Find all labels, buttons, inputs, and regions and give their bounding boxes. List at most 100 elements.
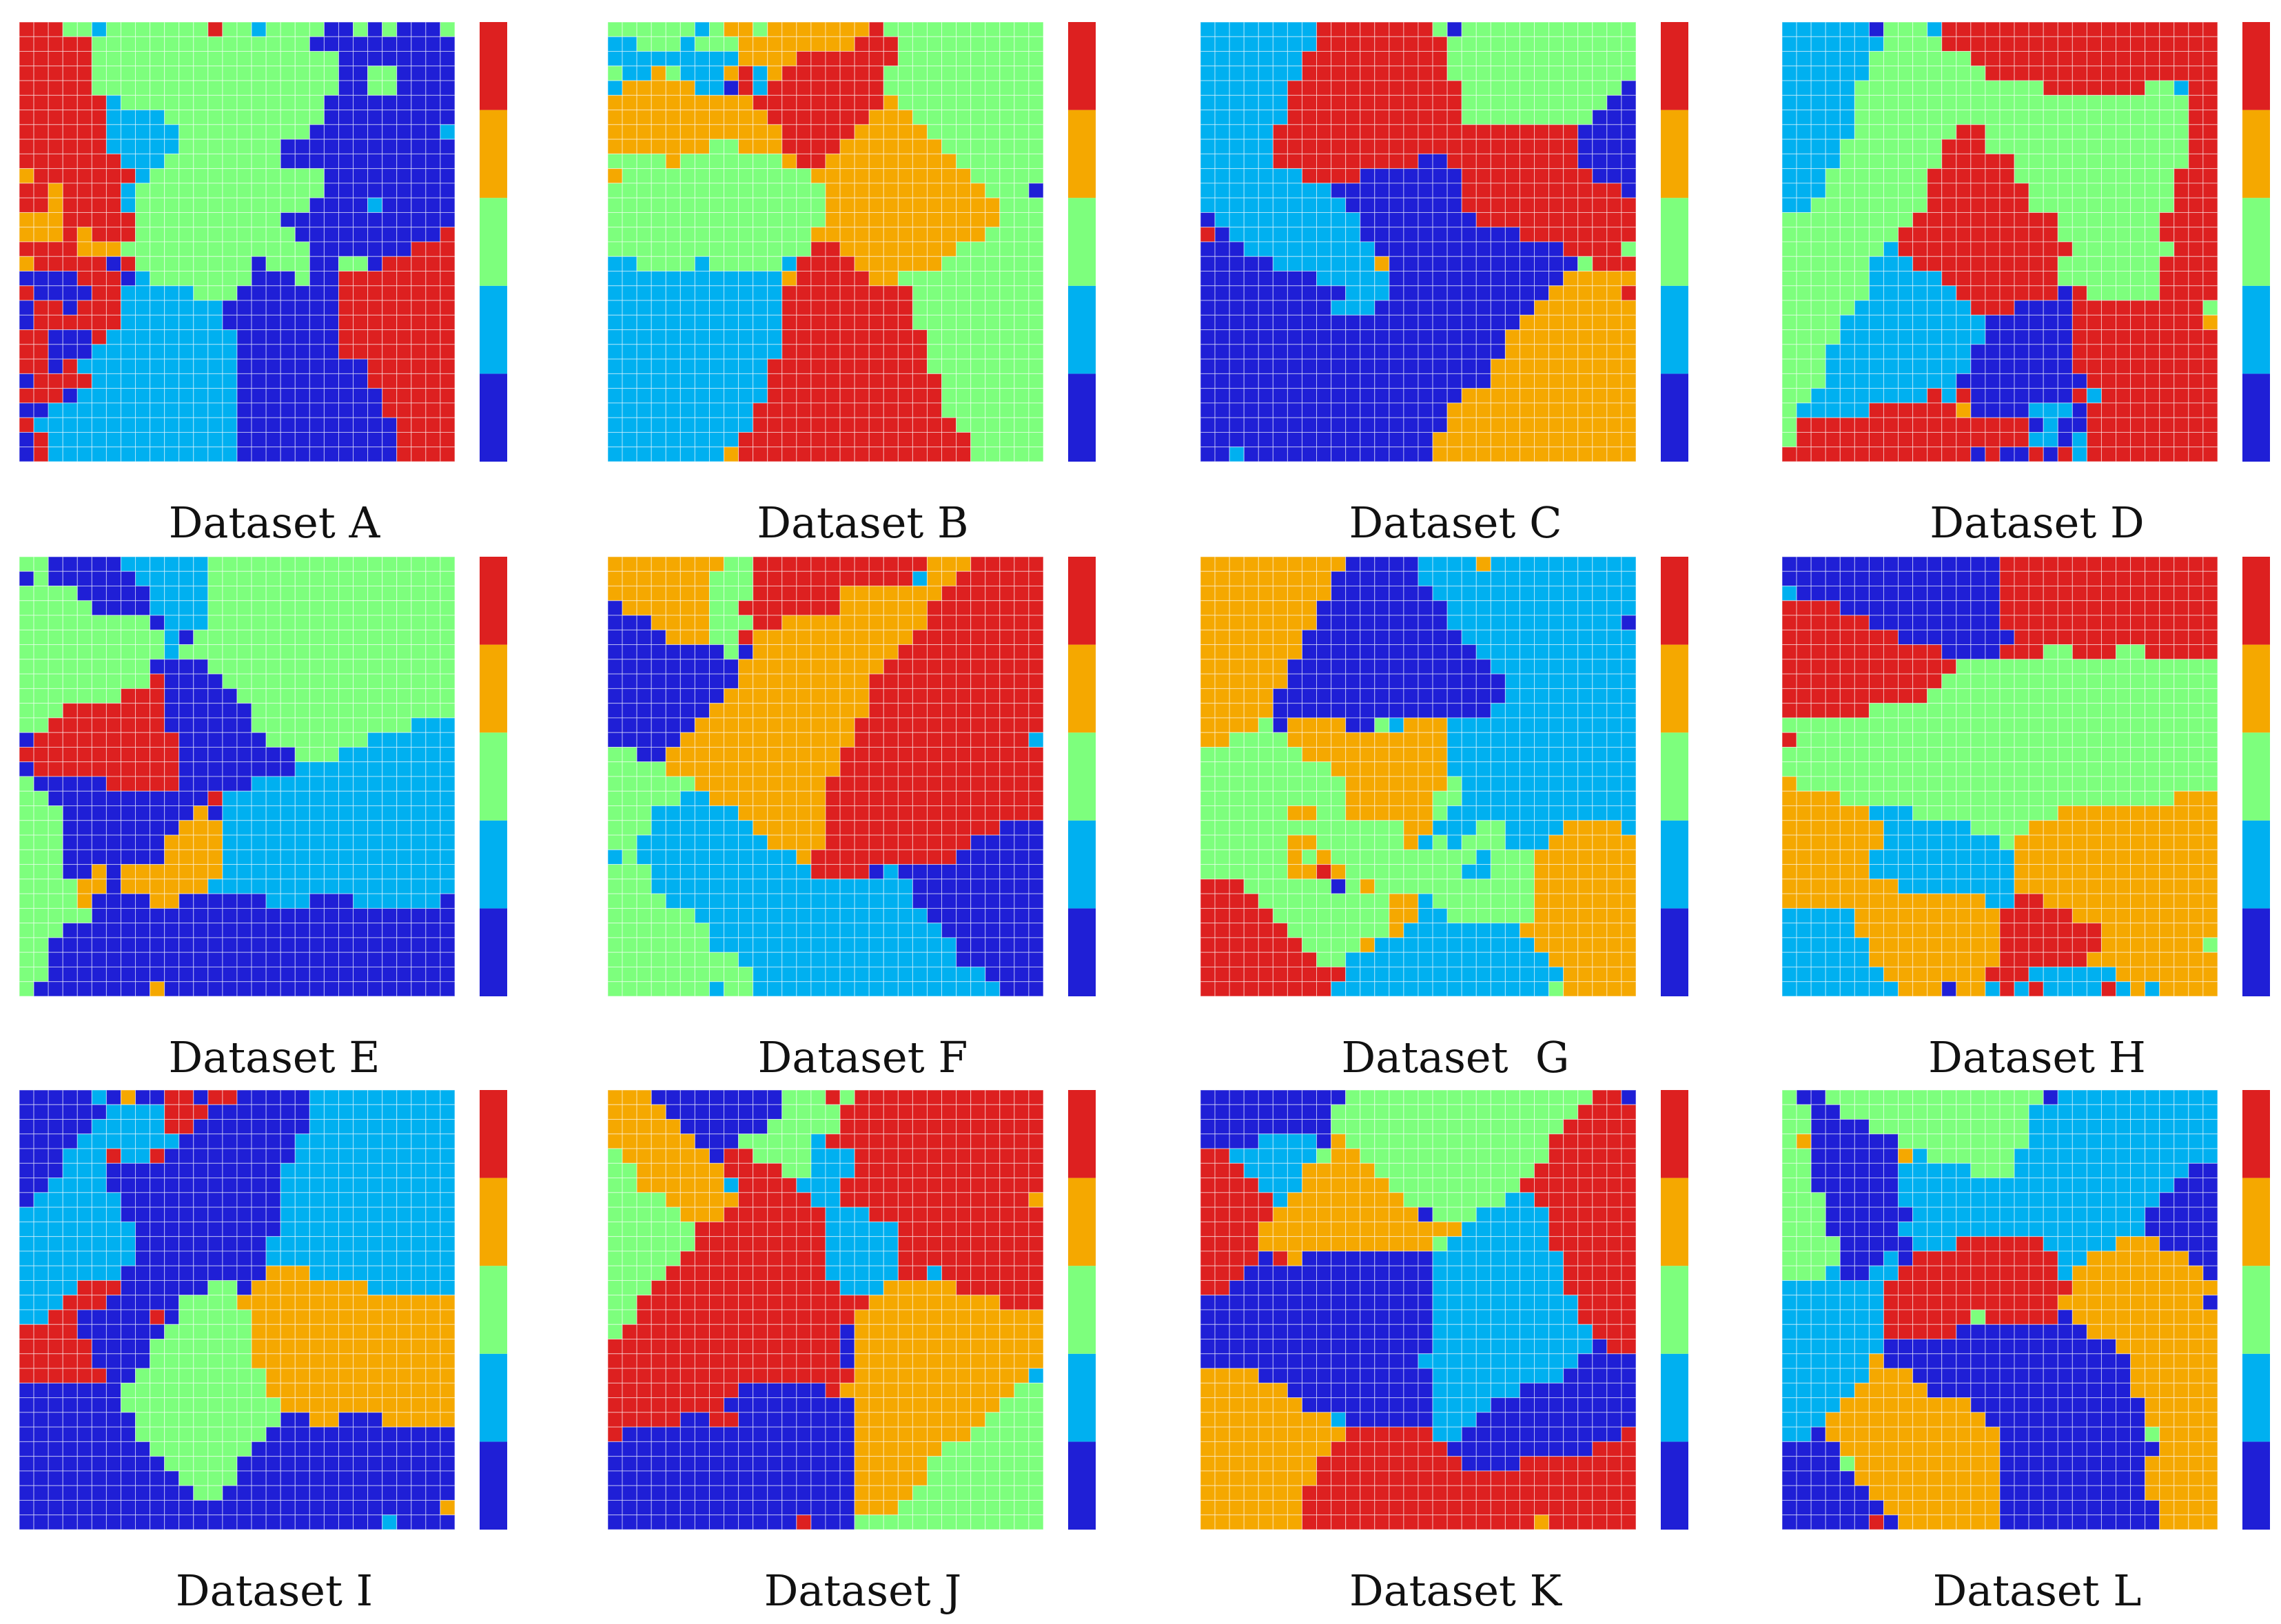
heatmap-cell bbox=[622, 644, 637, 660]
heatmap-cell bbox=[1999, 168, 2015, 184]
heatmap-cell bbox=[382, 615, 398, 630]
heatmap-cell bbox=[222, 952, 238, 967]
heatmap-cell bbox=[1331, 402, 1347, 418]
heatmap-cell bbox=[440, 805, 455, 821]
heatmap-cell bbox=[62, 241, 78, 257]
heatmap-cell bbox=[425, 51, 441, 67]
heatmap-cell bbox=[1374, 271, 1390, 287]
heatmap-cell bbox=[810, 138, 826, 154]
heatmap-cell bbox=[1345, 197, 1361, 213]
heatmap-cell bbox=[1258, 344, 1274, 360]
heatmap-cell bbox=[985, 732, 1001, 748]
heatmap-cell bbox=[207, 571, 223, 587]
heatmap-cell bbox=[193, 212, 209, 228]
heatmap-cell bbox=[1287, 94, 1302, 111]
heatmap-cell bbox=[1229, 65, 1245, 81]
heatmap-cell bbox=[411, 22, 427, 37]
heatmap-cell bbox=[2100, 197, 2117, 213]
heatmap-cell bbox=[120, 168, 136, 184]
heatmap-cell bbox=[222, 849, 238, 865]
heatmap-cell bbox=[1868, 212, 1884, 228]
heatmap-cell bbox=[708, 94, 725, 111]
heatmap-cell bbox=[1389, 329, 1404, 345]
heatmap-cell bbox=[150, 138, 165, 154]
heatmap-cell bbox=[1014, 110, 1030, 125]
heatmap-cell bbox=[796, 644, 812, 660]
heatmap-cell bbox=[440, 849, 455, 865]
heatmap-cell bbox=[265, 300, 281, 316]
heatmap-cell bbox=[1229, 285, 1245, 301]
heatmap-cell bbox=[91, 907, 107, 924]
heatmap-cell bbox=[999, 446, 1015, 462]
heatmap-cell bbox=[1360, 153, 1375, 169]
heatmap-cell bbox=[1941, 388, 1957, 404]
heatmap-cell bbox=[353, 659, 369, 675]
heatmap-cell bbox=[2145, 36, 2160, 52]
heatmap-cell bbox=[105, 417, 121, 433]
heatmap-cell bbox=[970, 688, 986, 704]
heatmap-cell bbox=[48, 197, 63, 213]
heatmap-cell bbox=[164, 776, 180, 792]
heatmap-cell bbox=[2173, 300, 2189, 316]
heatmap-cell bbox=[810, 344, 826, 360]
heatmap-cell bbox=[2173, 168, 2189, 184]
heatmap-cell bbox=[724, 388, 739, 404]
heatmap-cell bbox=[2145, 344, 2160, 360]
heatmap-cell bbox=[62, 820, 78, 836]
heatmap-cell bbox=[941, 51, 957, 67]
heatmap-cell bbox=[178, 688, 194, 704]
heatmap-cell bbox=[222, 80, 238, 96]
heatmap-cell bbox=[48, 138, 63, 154]
heatmap-cell bbox=[2145, 227, 2160, 243]
heatmap-cell bbox=[781, 732, 797, 748]
heatmap-cell bbox=[338, 644, 354, 660]
colorbar bbox=[1068, 22, 1096, 462]
heatmap-cell bbox=[1272, 329, 1288, 345]
heatmap-cell bbox=[76, 952, 92, 967]
heatmap-cell bbox=[738, 717, 754, 733]
heatmap-cell bbox=[1868, 36, 1884, 52]
heatmap-cell bbox=[1475, 197, 1491, 213]
heatmap-cell bbox=[164, 22, 180, 37]
heatmap-cell bbox=[150, 36, 165, 52]
heatmap-cell bbox=[1577, 344, 1593, 360]
heatmap-cell bbox=[897, 65, 913, 81]
heatmap-cell bbox=[150, 271, 165, 287]
heatmap-cell bbox=[411, 703, 427, 719]
heatmap-cell bbox=[1446, 431, 1462, 448]
heatmap-cell bbox=[1432, 51, 1448, 67]
heatmap-cell bbox=[323, 22, 339, 37]
heatmap-cell bbox=[868, 197, 884, 213]
panel-dataset-f: Dataset F bbox=[608, 557, 1159, 1091]
heatmap-cell bbox=[1606, 212, 1622, 228]
panel-dataset-c: Dataset C bbox=[1200, 22, 1752, 556]
heatmap-cell bbox=[839, 673, 855, 689]
heatmap-cell bbox=[1883, 373, 1899, 389]
colorbar-segment-level-2 bbox=[480, 820, 507, 909]
heatmap-cell bbox=[309, 878, 325, 894]
heatmap-cell bbox=[897, 271, 913, 287]
heatmap-cell bbox=[868, 615, 884, 630]
heatmap-cell bbox=[1287, 51, 1302, 67]
heatmap-cell bbox=[62, 314, 78, 331]
heatmap-cell bbox=[1519, 373, 1535, 389]
heatmap-cell bbox=[926, 673, 943, 689]
heatmap-cell bbox=[120, 300, 136, 316]
heatmap-cell bbox=[956, 431, 972, 448]
heatmap-cell bbox=[1403, 212, 1419, 228]
heatmap-cell bbox=[912, 124, 928, 140]
heatmap-cell bbox=[1418, 358, 1433, 374]
heatmap-cell bbox=[1941, 358, 1957, 374]
heatmap-cell bbox=[19, 388, 34, 404]
heatmap-cell bbox=[323, 659, 339, 675]
heatmap-cell bbox=[999, 227, 1015, 243]
heatmap bbox=[19, 22, 455, 462]
heatmap-cell bbox=[1985, 94, 2001, 111]
heatmap-cell bbox=[2057, 329, 2073, 345]
heatmap-cell bbox=[1432, 80, 1448, 96]
heatmap-cell bbox=[396, 212, 412, 228]
colorbar bbox=[480, 557, 507, 996]
heatmap-cell bbox=[178, 864, 194, 880]
heatmap-cell bbox=[956, 124, 972, 140]
heatmap-cell bbox=[1839, 402, 1855, 418]
